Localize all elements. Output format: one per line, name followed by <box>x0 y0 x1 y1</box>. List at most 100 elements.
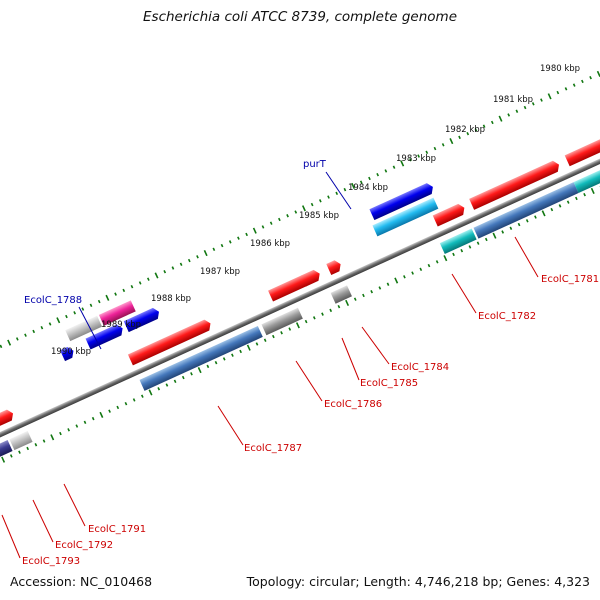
minor-tick <box>403 275 406 279</box>
gene-label-EcolC_1787: EcolC_1787 <box>244 443 302 454</box>
minor-tick <box>81 307 85 311</box>
minor-tick <box>589 75 592 80</box>
scale-ticks-outer <box>0 70 600 349</box>
minor-tick <box>163 270 167 274</box>
scale-label: 1986 kbp <box>250 239 290 249</box>
minor-tick <box>89 303 93 308</box>
leader-line <box>295 360 323 402</box>
minor-tick <box>261 225 265 229</box>
cds-feature <box>564 130 600 167</box>
scale-label: 1990 kbp <box>51 347 91 357</box>
major-tick <box>99 411 104 418</box>
minor-tick <box>0 344 3 349</box>
minor-tick <box>280 331 283 335</box>
major-tick <box>203 250 208 257</box>
minor-tick <box>157 387 161 391</box>
leader-line <box>514 236 539 278</box>
gene-label-EcolC_1793: EcolC_1793 <box>22 556 80 567</box>
scale-label: 1981 kbp <box>493 95 533 105</box>
cds-feature <box>330 285 352 304</box>
accession-text: Accession: NC_010468 <box>10 574 153 589</box>
minor-tick <box>59 431 62 436</box>
major-tick <box>246 344 251 351</box>
cds-feature <box>139 326 263 391</box>
minor-tick <box>206 364 210 369</box>
minor-tick <box>523 105 527 110</box>
minor-tick <box>269 221 273 225</box>
minor-tick <box>75 424 79 428</box>
minor-tick <box>433 146 437 151</box>
minor-tick <box>556 90 560 95</box>
minor-tick <box>409 158 412 162</box>
minor-tick <box>288 327 292 331</box>
minor-tick <box>222 357 226 361</box>
cds-feature <box>369 183 433 221</box>
minor-tick <box>482 124 486 128</box>
minor-tick <box>220 243 224 248</box>
scale-label: 1985 kbp <box>299 211 339 221</box>
genome-backbone <box>0 88 600 508</box>
minor-tick <box>540 98 543 102</box>
minor-tick <box>411 271 414 275</box>
minor-tick <box>474 128 478 132</box>
minor-tick <box>392 165 396 169</box>
minor-tick <box>181 375 185 380</box>
minor-tick <box>9 454 13 458</box>
scale-label: 1988 kbp <box>151 294 191 304</box>
minor-tick <box>386 282 390 286</box>
minor-tick <box>564 87 568 91</box>
minor-tick <box>441 143 445 147</box>
gene-label-EcolC_1786: EcolC_1786 <box>324 399 382 410</box>
minor-tick <box>124 401 128 406</box>
minor-tick <box>427 263 431 268</box>
minor-tick <box>335 191 339 196</box>
minor-tick <box>190 372 193 376</box>
cds-feature <box>439 228 477 254</box>
minor-tick <box>318 199 322 203</box>
gene-label-EcolC_1785: EcolC_1785 <box>360 378 418 389</box>
major-tick <box>154 272 159 279</box>
scale-label: 1989 kbp <box>101 320 141 330</box>
minor-tick <box>73 311 76 315</box>
scale-label: 1980 kbp <box>540 64 580 74</box>
minor-tick <box>572 83 576 87</box>
leader-line <box>217 405 244 446</box>
minor-tick <box>509 226 513 230</box>
cds-feature <box>65 315 103 342</box>
minor-tick <box>310 202 314 207</box>
major-tick <box>541 210 546 217</box>
cds-feature <box>432 203 465 227</box>
major-tick <box>547 93 552 100</box>
leader-line <box>32 499 54 543</box>
cds-feature <box>469 160 559 210</box>
minor-tick <box>24 333 27 337</box>
major-tick <box>105 294 110 301</box>
minor-tick <box>466 131 470 136</box>
minor-tick <box>196 255 199 259</box>
minor-tick <box>343 187 347 192</box>
minor-tick <box>435 260 439 264</box>
minor-tick <box>304 319 308 324</box>
scale-label: 1982 kbp <box>445 125 485 135</box>
cds-feature <box>0 409 14 427</box>
minor-tick <box>376 172 380 177</box>
minor-tick <box>42 439 46 443</box>
minor-tick <box>239 349 242 354</box>
minor-tick <box>130 284 134 289</box>
minor-tick <box>419 267 423 272</box>
cds-feature <box>9 430 33 451</box>
cds-feature <box>326 260 341 275</box>
minor-tick <box>507 113 511 117</box>
minor-tick <box>263 338 267 342</box>
scale-labels: 1980 kbp 1981 kbp 1982 kbp 1983 kbp 1984… <box>51 64 580 357</box>
leader-line <box>361 326 390 365</box>
minor-tick <box>384 169 388 173</box>
leader-line <box>325 171 352 210</box>
minor-tick <box>179 262 183 266</box>
gene-label-EcolC_1792: EcolC_1792 <box>55 540 113 551</box>
minor-tick <box>417 154 420 158</box>
cds-feature <box>268 275 308 302</box>
minor-tick <box>272 334 275 339</box>
scale-label: 1984 kbp <box>348 183 388 193</box>
